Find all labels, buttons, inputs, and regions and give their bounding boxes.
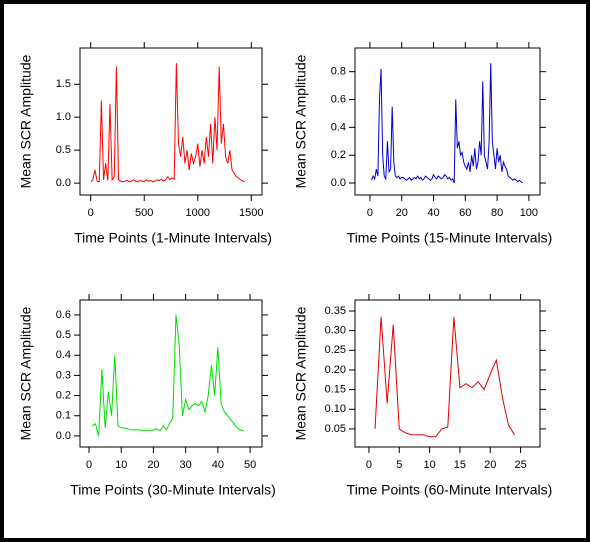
x-tick-label: 40 [427,207,439,219]
data-line [91,314,244,437]
y-tick-label: 0.0 [56,177,71,189]
x-tick-label: 40 [212,459,224,471]
x-tick-label: 100 [520,207,538,219]
x-tick-label: 0 [88,207,94,219]
y-tick-label: 0.6 [56,309,71,321]
y-tick-label: 1.5 [56,78,71,90]
y-tick-label: 0.05 [325,423,346,435]
y-tick-label: 0.0 [56,430,71,442]
x-tick-label: 0 [366,459,372,471]
y-tick-label: 0.2 [56,389,71,401]
x-axis-label: Time Points (60-Minute Intervals) [347,482,553,498]
x-tick-label: 25 [514,459,526,471]
y-tick-label: 0.20 [325,364,346,376]
x-tick-label: 10 [115,459,127,471]
y-axis-label: Mean SCR Amplitude [293,54,309,188]
x-tick-label: 0 [86,459,92,471]
y-tick-label: 0.25 [325,344,346,356]
y-tick-label: 0.3 [56,369,71,381]
y-tick-label: 0.10 [325,403,346,415]
y-tick-label: 0.15 [325,384,346,396]
x-axis-label: Time Points (15-Minute Intervals) [347,230,553,246]
x-tick-label: 10 [423,459,435,471]
x-tick-label: 0 [367,207,373,219]
x-axis-label: Time Points (1-Minute Intervals) [74,230,272,246]
y-tick-label: 0.4 [56,349,71,361]
y-tick-label: 1.0 [56,111,71,123]
y-axis-label: Mean SCR Amplitude [18,306,34,440]
x-tick-label: 80 [491,207,503,219]
y-tick-label: 0.30 [325,325,346,337]
plot-box [79,47,263,196]
x-tick-label: 20 [147,459,159,471]
y-tick-label: 0.5 [56,329,71,341]
y-tick-label: 0.0 [331,177,346,189]
x-tick-label: 1000 [186,207,210,219]
x-tick-label: 1500 [239,207,263,219]
y-axis-label: Mean SCR Amplitude [18,54,34,188]
plot-box [354,299,541,448]
data-line [371,63,523,184]
x-tick-label: 60 [459,207,471,219]
y-tick-label: 0.4 [331,121,346,133]
y-tick-label: 0.2 [331,149,346,161]
x-tick-label: 50 [244,459,256,471]
data-line [90,63,246,183]
y-tick-label: 0.8 [331,66,346,78]
x-tick-label: 15 [454,459,466,471]
x-tick-label: 5 [396,459,402,471]
plot-box [79,299,263,448]
plot-box [354,47,541,196]
y-tick-label: 0.5 [56,144,71,156]
data-line [374,316,515,438]
y-tick-label: 0.1 [56,410,71,422]
y-tick-label: 0.6 [331,93,346,105]
x-tick-label: 30 [180,459,192,471]
y-axis-label: Mean SCR Amplitude [293,306,309,440]
x-tick-label: 500 [135,207,153,219]
x-tick-label: 20 [396,207,408,219]
x-axis-label: Time Points (30-Minute Intervals) [70,482,276,498]
x-tick-label: 20 [484,459,496,471]
y-tick-label: 0.35 [325,305,346,317]
